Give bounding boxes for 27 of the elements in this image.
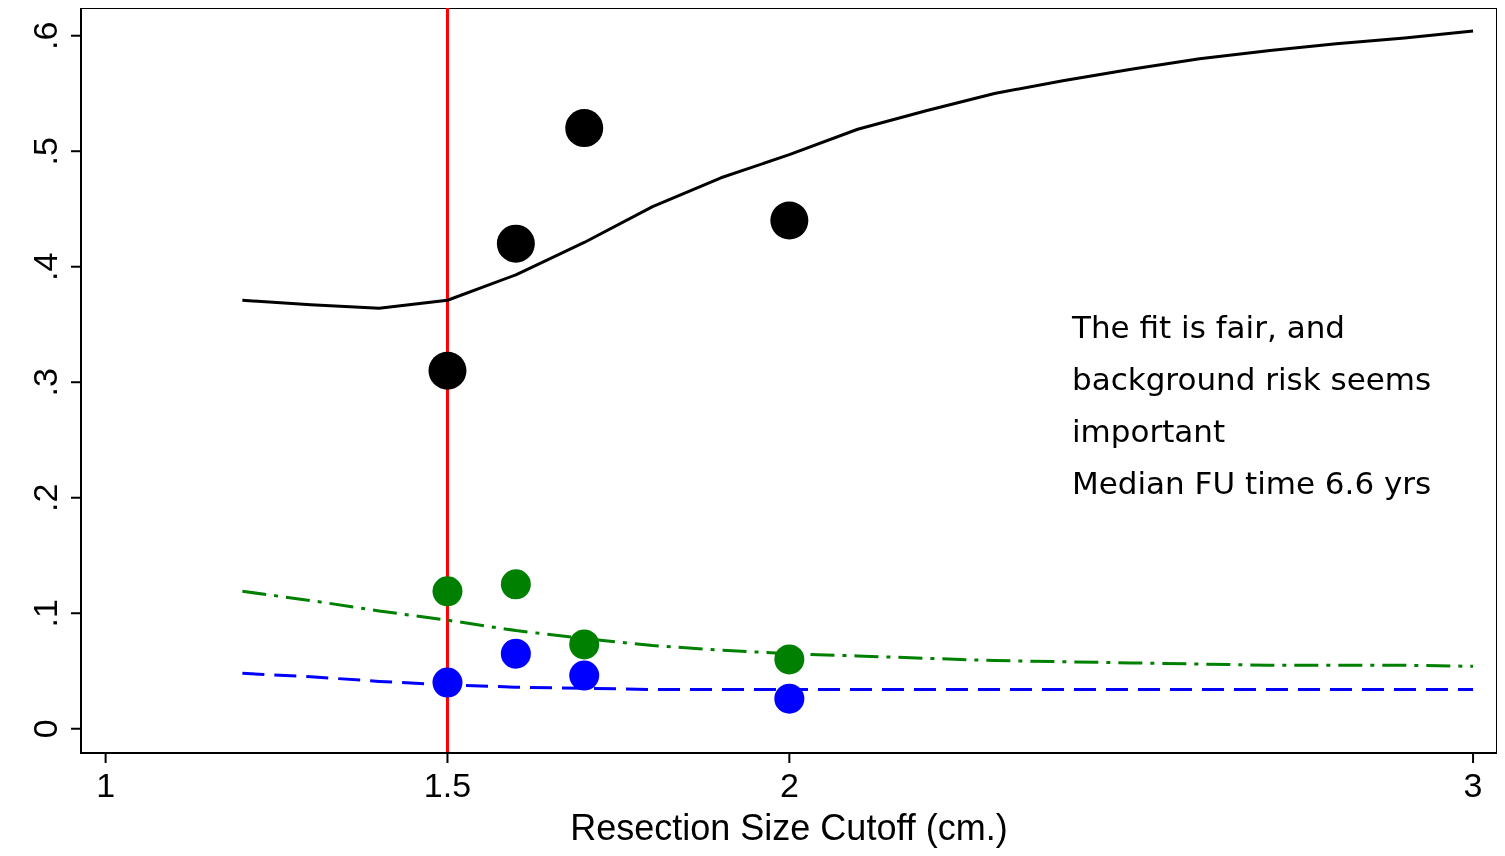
point (428, 351, 467, 390)
point (500, 638, 531, 669)
point (770, 201, 809, 240)
point (565, 109, 604, 148)
point (774, 683, 805, 714)
y-tick-label: .6 (26, 21, 64, 50)
x-tick-label: 2 (779, 766, 799, 804)
annotation: The fit is fair, and background risk seems important (1071, 309, 1432, 449)
x-tick-label: 1.5 (423, 766, 472, 804)
x-tick-label: 3 (1463, 766, 1483, 804)
annotation: Median FU time 6.6 yrs (1072, 465, 1432, 501)
x-tick-label: 1 (96, 766, 116, 804)
y-tick-label: 0 (26, 719, 64, 739)
point (569, 660, 600, 691)
point (774, 644, 805, 675)
line-series (240, 29, 1475, 310)
y-tick-label: .1 (26, 599, 64, 628)
point (500, 569, 531, 600)
y-tick-label: .3 (26, 368, 64, 397)
point (432, 667, 463, 698)
point (432, 576, 463, 607)
y-tick-label: .4 (26, 252, 64, 281)
point (569, 629, 600, 660)
point (496, 224, 535, 263)
y-tick-label: .2 (26, 483, 64, 512)
y-tick-label: .5 (26, 137, 64, 166)
x-axis-title: Resection Size Cutoff (cm.) (570, 807, 1008, 848)
